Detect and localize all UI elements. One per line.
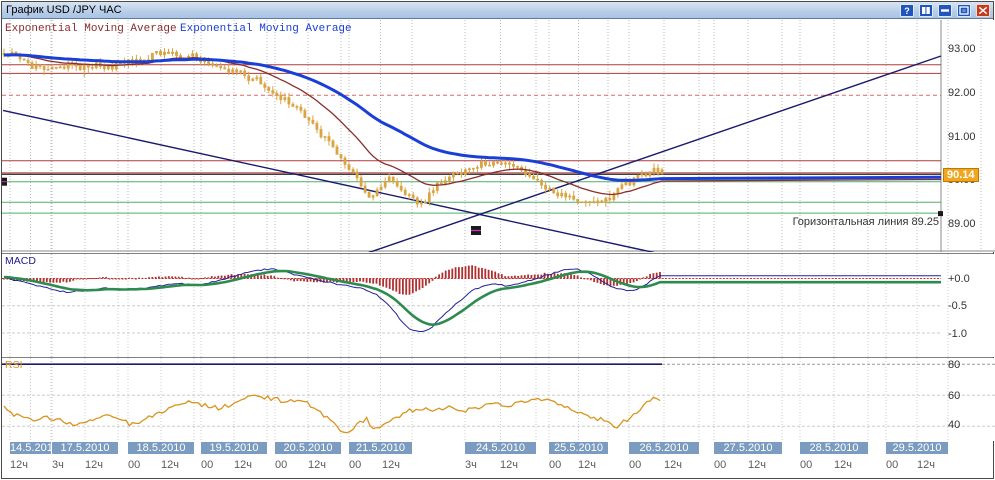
svg-text:Exponential Moving Average: Exponential Moving Average: [180, 23, 352, 35]
svg-text:RSI: RSI: [5, 359, 23, 371]
svg-text:?: ?: [904, 6, 910, 16]
svg-text:Горизонтальная линия 89.25: Горизонтальная линия 89.25: [793, 216, 939, 228]
svg-text:Exponential Moving Average: Exponential Moving Average: [5, 23, 177, 35]
svg-text:MACD: MACD: [5, 255, 36, 267]
